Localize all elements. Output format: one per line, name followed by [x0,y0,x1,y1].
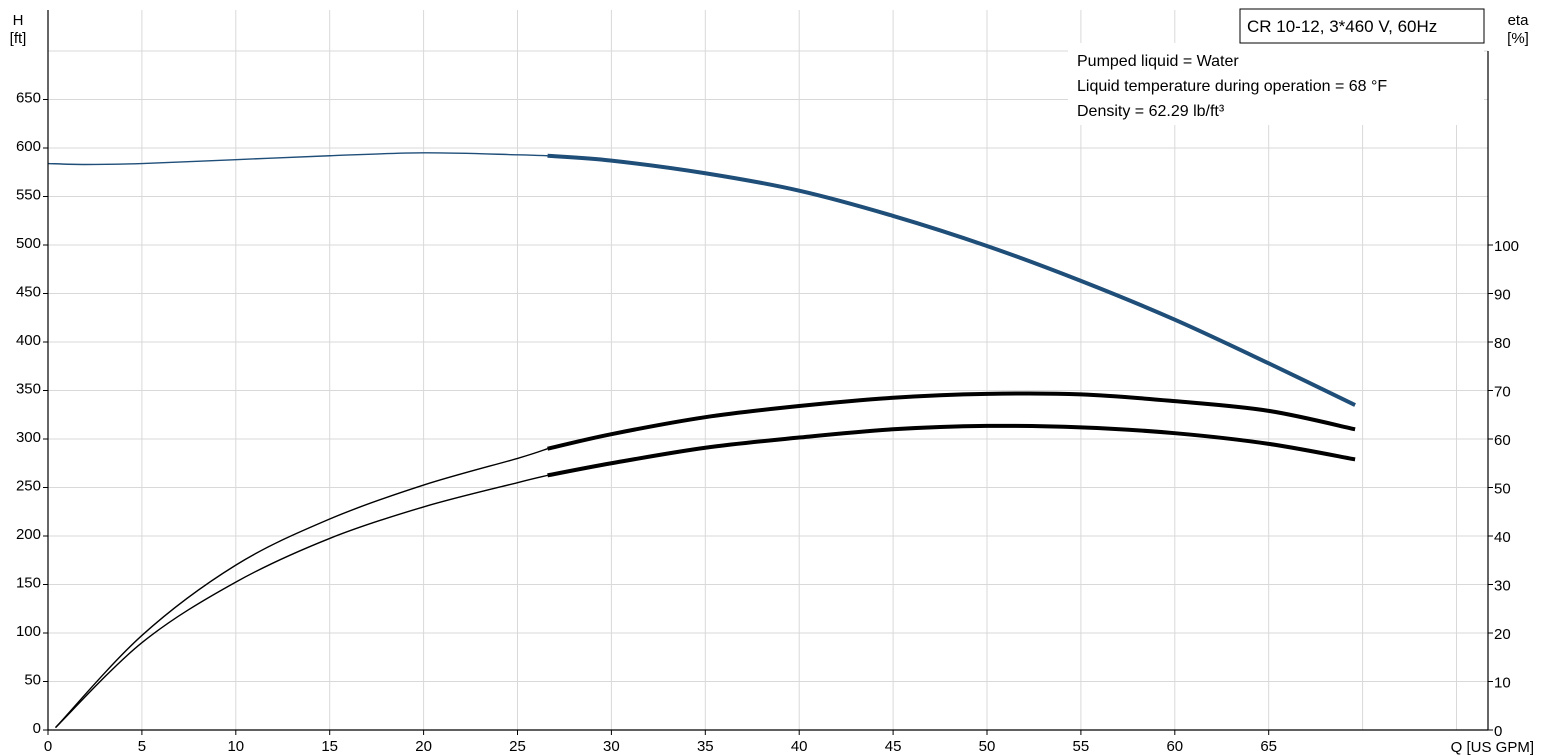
y-right-tick-label: 70 [1494,384,1511,401]
y-left-axis-symbol: H [13,12,24,29]
x-tick-label: 45 [885,738,902,755]
curves [47,152,1356,729]
y-left-tick-label: 300 [16,429,41,446]
y-left-tick-label: 350 [16,381,41,398]
y-right-tick-label: 50 [1494,481,1511,498]
y-left-tick-label: 100 [16,623,41,640]
x-tick-label: 25 [509,738,526,755]
x-tick-label: 5 [138,738,146,755]
info-line-liquid-temperature: Liquid temperature during operation = 68… [1077,78,1387,95]
y-left-tick-label: 150 [16,575,41,592]
title-box [1239,8,1485,44]
y-left-tick-label: 50 [24,672,41,689]
y-right-tick-label: 30 [1494,578,1511,595]
y-left-tick-label: 0 [33,720,41,737]
y-left-tick-label: 200 [16,526,41,543]
y-left-tick-label: 250 [16,478,41,495]
x-tick-label: 50 [979,738,996,755]
x-tick-label: 55 [1073,738,1090,755]
x-axis-label: Q [US GPM] [1451,739,1534,756]
x-tick-label: 30 [603,738,620,755]
x-tick-label: 40 [791,738,808,755]
y-left-tick-label: 450 [16,284,41,301]
x-tick-label: 0 [44,738,52,755]
chart-title: CR 10-12, 3*460 V, 60Hz [1247,17,1437,36]
y-right-tick-label: 90 [1494,287,1511,304]
x-tick-label: 15 [321,738,338,755]
y-right-tick-label: 40 [1494,529,1511,546]
x-tick-label: 60 [1166,738,1183,755]
info-line-density: Density = 62.29 lb/ft³ [1077,103,1225,120]
series-1-curve-bold [547,391,1356,451]
series-0-curve-thin [47,152,548,166]
y-left-tick-label: 400 [16,332,41,349]
info-line-pumped-liquid: Pumped liquid = Water [1077,53,1239,70]
y-right-axis-unit: [%] [1507,30,1529,47]
series-0-curve-bold [547,153,1356,407]
y-left-tick-label: 500 [16,235,41,252]
y-right-axis-symbol: eta [1508,12,1530,29]
y-right-tick-label: 60 [1494,432,1511,449]
y-right-tick-label: 80 [1494,335,1511,352]
series-1-curve-thin [54,448,548,729]
series-2-curve-bold [547,423,1356,478]
info-box-background [1068,43,1484,125]
x-tick-label: 65 [1260,738,1277,755]
y-left-tick-label: 550 [16,187,41,204]
x-tick-label: 35 [697,738,714,755]
y-right-tick-label: 0 [1494,723,1502,740]
tick-labels: 0 5 10 15 20 25 30 35 40 45 50 55 60 6505010015020025… [16,90,1519,756]
y-left-tick-label: 650 [16,90,41,107]
y-right-tick-label: 100 [1494,238,1519,255]
x-tick-label: 10 [227,738,244,755]
axes [43,10,1493,735]
y-left-axis-unit: [ft] [10,30,27,47]
y-right-tick-label: 10 [1494,675,1511,692]
y-left-tick-label: 600 [16,138,41,155]
x-tick-label: 20 [415,738,432,755]
y-right-tick-label: 20 [1494,626,1511,643]
series-2-curve-thin [55,474,548,729]
